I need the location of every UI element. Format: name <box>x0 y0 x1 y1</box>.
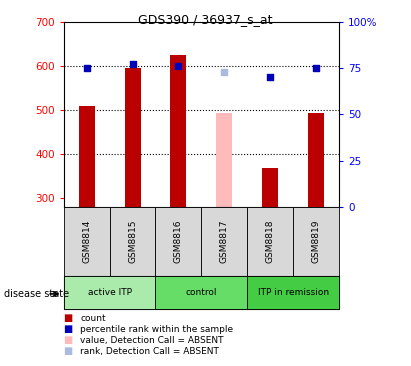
Text: ■: ■ <box>63 335 72 346</box>
Bar <box>125 68 141 207</box>
Text: disease state: disease state <box>4 289 69 299</box>
Bar <box>171 55 187 207</box>
Bar <box>79 105 95 207</box>
Text: GSM8815: GSM8815 <box>128 220 137 263</box>
Text: GSM8819: GSM8819 <box>312 220 321 263</box>
Text: ■: ■ <box>63 313 72 324</box>
Bar <box>308 113 324 207</box>
Text: ■: ■ <box>63 346 72 356</box>
Bar <box>262 168 278 207</box>
Text: GSM8818: GSM8818 <box>266 220 275 263</box>
Text: rank, Detection Call = ABSENT: rank, Detection Call = ABSENT <box>80 347 219 356</box>
Text: GSM8814: GSM8814 <box>82 220 91 263</box>
Text: value, Detection Call = ABSENT: value, Detection Call = ABSENT <box>80 336 224 345</box>
Text: GSM8817: GSM8817 <box>220 220 229 263</box>
Text: ITP in remission: ITP in remission <box>258 288 329 297</box>
Bar <box>247 276 339 309</box>
Bar <box>155 207 201 276</box>
Bar <box>155 276 247 309</box>
Text: percentile rank within the sample: percentile rank within the sample <box>80 325 233 334</box>
Bar <box>64 276 155 309</box>
Bar <box>201 207 247 276</box>
Point <box>267 75 274 81</box>
Point <box>221 69 228 75</box>
Point <box>313 65 319 71</box>
Text: GDS390 / 36937_s_at: GDS390 / 36937_s_at <box>138 13 273 26</box>
Point <box>83 65 90 71</box>
Bar <box>247 207 293 276</box>
Text: GSM8816: GSM8816 <box>174 220 183 263</box>
Text: ■: ■ <box>63 324 72 335</box>
Point <box>175 63 182 69</box>
Text: active ITP: active ITP <box>88 288 132 297</box>
Text: count: count <box>80 314 106 323</box>
Bar <box>64 207 110 276</box>
Text: control: control <box>186 288 217 297</box>
Bar <box>110 207 155 276</box>
Bar <box>216 113 232 207</box>
Bar <box>293 207 339 276</box>
Point <box>129 61 136 67</box>
